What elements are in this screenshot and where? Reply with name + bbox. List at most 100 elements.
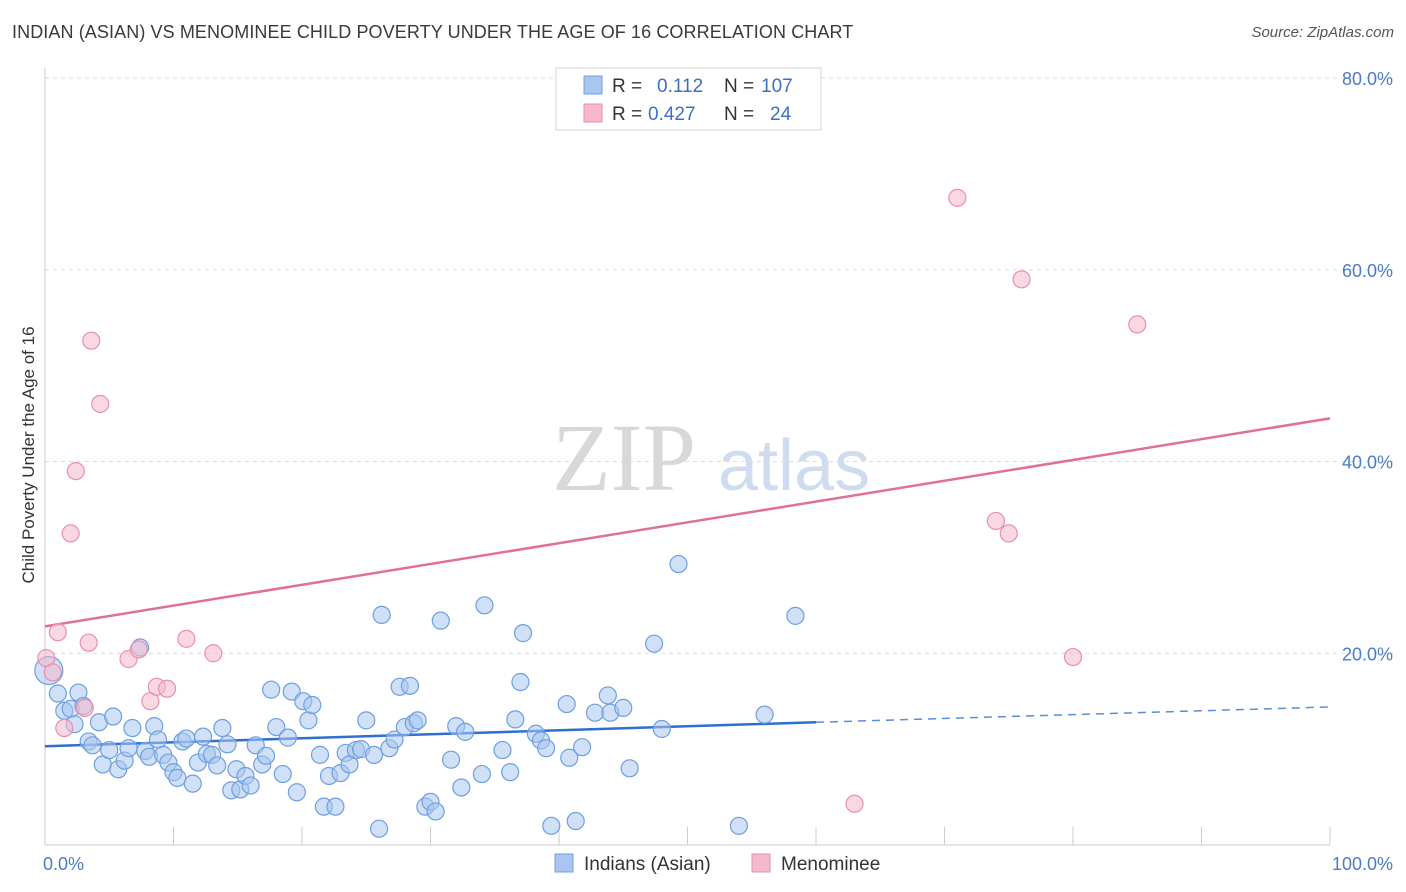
y-tick-label-0: 20.0% — [1342, 644, 1393, 664]
legend-top: R = 0.112 N = 107 R = 0.427 N = 24 — [555, 67, 822, 131]
point-menominee-22 — [1063, 647, 1083, 667]
point-indians-104 — [729, 816, 749, 835]
point-menominee-16 — [204, 644, 223, 663]
point-menominee-5 — [66, 461, 85, 481]
point-menominee-2 — [48, 623, 67, 642]
point-indians-52 — [303, 695, 322, 715]
legend-r-value-1: 0.112 — [657, 76, 703, 97]
point-indians-92 — [557, 694, 576, 714]
point-menominee-21 — [1012, 270, 1031, 289]
point-indians-25 — [168, 768, 187, 787]
point-indians-45 — [267, 717, 286, 737]
point-indians-87 — [513, 624, 533, 643]
legend-r-label-1: R = — [612, 76, 642, 97]
point-indians-30 — [193, 727, 213, 746]
point-menominee-1 — [43, 663, 62, 682]
point-indians-8 — [83, 736, 102, 755]
legend-n-value-1: 107 — [761, 76, 793, 97]
point-indians-96 — [585, 703, 605, 722]
y-tick-label-2: 60.0% — [1342, 261, 1393, 281]
point-menominee-11 — [129, 640, 148, 659]
x-tick-label-1: 100.0% — [1332, 854, 1393, 874]
point-indians-94 — [566, 811, 585, 831]
trend-line-menominee — [44, 417, 1331, 628]
y-tick-labels: 20.0% 40.0% 60.0% 80.0% — [1342, 69, 1393, 664]
point-indians-49 — [287, 783, 306, 802]
y-axis-label: Child Poverty Under the Age of 16 — [19, 326, 38, 583]
point-indians-65 — [372, 605, 391, 625]
point-menominee-7 — [79, 633, 98, 652]
point-indians-15 — [119, 739, 138, 758]
chart-title: INDIAN (ASIAN) VS MENOMINEE CHILD POVERT… — [12, 22, 854, 42]
point-indians-102 — [652, 719, 671, 739]
point-indians-11 — [100, 740, 119, 760]
point-menominee-9 — [91, 394, 110, 414]
legend-r-label-2: R = — [612, 104, 642, 125]
point-indians-99 — [614, 698, 633, 717]
point-indians-72 — [408, 711, 427, 730]
point-menominee-6 — [75, 698, 94, 717]
point-indians-35 — [218, 735, 237, 754]
point-indians-105 — [755, 705, 774, 724]
point-indians-101 — [644, 634, 664, 653]
bottom-legend-label-menominee: Menominee — [781, 854, 880, 875]
point-indians-97 — [598, 686, 617, 705]
point-menominee-15 — [177, 629, 196, 648]
point-indians-79 — [452, 778, 471, 797]
point-indians-47 — [278, 728, 297, 747]
point-indians-62 — [357, 711, 376, 730]
point-indians-21 — [148, 730, 168, 749]
legend-r-value-2: 0.427 — [648, 104, 696, 125]
point-indians-40 — [241, 776, 260, 795]
point-menominee-4 — [61, 524, 80, 543]
axes — [44, 68, 1331, 846]
point-indians-64 — [370, 819, 389, 838]
point-indians-33 — [208, 756, 227, 775]
x-tick-label-0: 0.0% — [43, 854, 84, 874]
y-tick-label-3: 80.0% — [1342, 69, 1393, 89]
legend-n-label-2: N = — [724, 104, 754, 125]
legend-n-value-2: 24 — [770, 104, 792, 125]
point-indians-43 — [256, 746, 276, 765]
chart-source: Source: ZipAtlas.com — [1251, 24, 1394, 41]
point-indians-1 — [48, 684, 67, 703]
point-indians-81 — [472, 764, 491, 784]
point-indians-90 — [537, 739, 556, 758]
point-indians-51 — [299, 711, 318, 730]
watermark-zip: ZIP — [552, 404, 696, 511]
point-menominee-23 — [1128, 315, 1147, 334]
point-indians-95 — [573, 738, 592, 757]
point-menominee-18 — [948, 188, 967, 207]
point-menominee-20 — [999, 524, 1018, 543]
gridlines — [45, 77, 1393, 654]
bottom-legend-swatch-menominee — [751, 853, 771, 873]
bottom-legend-label-indians: Indians (Asian) — [584, 854, 711, 875]
point-indians-46 — [273, 764, 292, 784]
point-indians-12 — [104, 707, 123, 726]
point-indians-44 — [262, 680, 281, 699]
point-indians-75 — [426, 802, 445, 821]
data-points — [34, 188, 1147, 838]
y-tick-label-1: 40.0% — [1342, 453, 1393, 473]
legend-bottom: Indians (Asian) Menominee — [554, 853, 880, 875]
legend-swatch-indians — [583, 75, 603, 95]
point-indians-16 — [123, 718, 142, 738]
point-indians-56 — [326, 797, 345, 816]
point-indians-106 — [786, 606, 805, 625]
point-indians-103 — [669, 554, 688, 574]
legend-swatch-menominee — [583, 103, 603, 123]
point-indians-70 — [400, 676, 420, 695]
point-indians-34 — [213, 718, 232, 738]
point-indians-67 — [385, 730, 404, 749]
x-tick-labels: 0.0% 100.0% — [43, 854, 1393, 874]
point-indians-83 — [493, 740, 512, 760]
point-indians-80 — [456, 722, 475, 741]
point-indians-86 — [511, 672, 530, 692]
point-menominee-8 — [82, 331, 101, 350]
watermark-atlas: atlas — [718, 426, 870, 506]
point-menominee-14 — [157, 679, 177, 698]
point-indians-91 — [542, 816, 561, 835]
point-indians-28 — [183, 774, 202, 793]
